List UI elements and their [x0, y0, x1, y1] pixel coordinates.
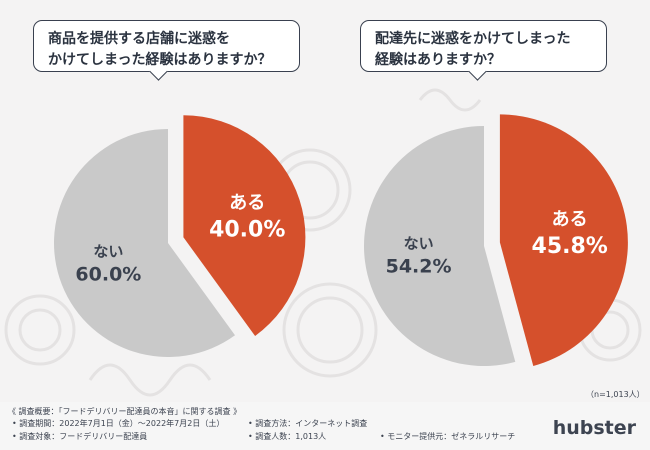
- slice-label-aru-delivery: ある: [552, 209, 588, 230]
- hubster-logo: hubster: [553, 417, 636, 439]
- pie-slice-aru-delivery: [499, 114, 628, 366]
- question-bubble-store: 商品を提供する店舗に迷惑を かけてしまった経験はありますか？: [33, 20, 300, 81]
- sample-size-note: （n=1,013人）: [586, 390, 645, 399]
- survey-period: • 調査期間：2022年7月1日（金）〜2022年7月2日（土）: [12, 419, 225, 428]
- pie-charts: ある 40.0% ない 60.0% ある 45.8% ない 54.2%: [54, 114, 628, 366]
- pie-chart-delivery: ある 45.8% ない 54.2%: [364, 114, 628, 366]
- survey-method: • 調査方法：インターネット調査: [248, 419, 368, 428]
- chart-panel: 商品を提供する店舗に迷惑を かけてしまった経験はありますか？ 配達先に迷惑をかけ…: [4, 20, 645, 399]
- slice-value-nai-delivery: 54.2%: [386, 256, 452, 278]
- brand-name: hubster: [552, 417, 636, 439]
- survey-heading: 《 調査概要：「フードデリバリー配達員の本音」に関する調査 》: [8, 407, 242, 416]
- question-store-text: 商品を提供する店舗に迷惑を かけてしまった経験はありますか？: [48, 29, 271, 71]
- question-store-line-2: かけてしまった経験はありますか？: [48, 52, 272, 68]
- slice-label-nai-delivery: ない: [404, 235, 434, 253]
- slice-label-nai-store: ない: [93, 242, 123, 260]
- pie-slice-nai-store: [54, 129, 236, 357]
- slice-value-aru-store: 40.0%: [209, 218, 285, 243]
- question-store-line-1: 商品を提供する店舗に迷惑を: [48, 31, 230, 47]
- pie-chart-store: ある 40.0% ない 60.0%: [54, 115, 306, 357]
- survey-target: • 調査対象：フードデリバリー配達員: [12, 432, 148, 441]
- slice-value-aru-delivery: 45.8%: [532, 234, 608, 259]
- pie-slice-nai-delivery: [364, 126, 516, 366]
- pie-slice-aru-store: [183, 115, 306, 336]
- survey-provider: • モニター提供元：ゼネラルリサーチ: [380, 432, 516, 441]
- question-bubble-delivery: 配達先に迷惑をかけてしまった 経験はありますか？: [360, 20, 607, 81]
- slice-value-nai-store: 60.0%: [75, 263, 141, 285]
- question-delivery-text: 配達先に迷惑をかけてしまった 経験はありますか？: [375, 29, 570, 71]
- question-delivery-line-2: 経験はありますか？: [375, 52, 501, 68]
- survey-count: • 調査人数：1,013人: [248, 432, 327, 441]
- slice-label-aru-store: ある: [229, 193, 265, 214]
- question-delivery-line-1: 配達先に迷惑をかけてしまった: [375, 31, 571, 47]
- survey-footer: 《 調査概要：「フードデリバリー配達員の本音」に関する調査 》 • 調査期間：2…: [0, 402, 650, 450]
